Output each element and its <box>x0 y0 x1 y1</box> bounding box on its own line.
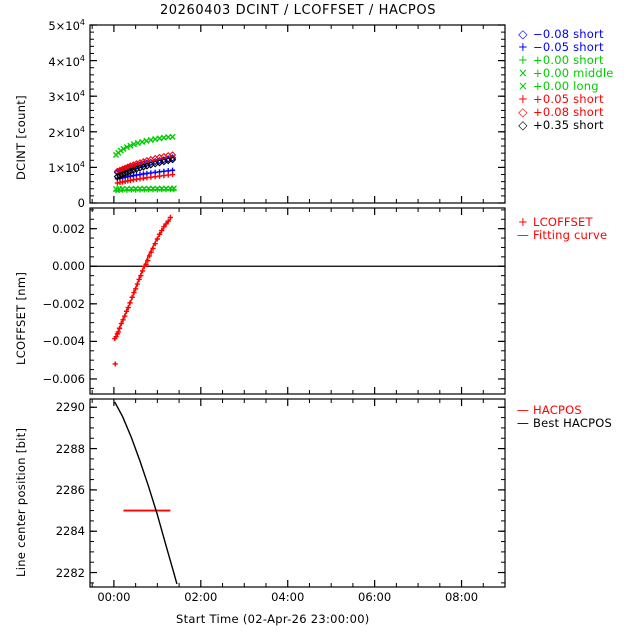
panel1-legend-item: × +0.00 long <box>516 80 614 93</box>
panel2-legend: + LCOFFSET — Fitting curve <box>516 216 607 242</box>
y-tick-label: 2282 <box>55 565 85 580</box>
y-tick-label: −0.006 <box>42 371 85 386</box>
legend-label: Fitting curve <box>533 228 608 242</box>
legend-label: +0.00 short <box>533 53 604 67</box>
x-tick-label: 06:00 <box>358 590 392 604</box>
x-tick-label: 02:00 <box>184 590 218 604</box>
y-tick-label: −0.004 <box>42 334 85 349</box>
legend-marker-icon: + <box>517 40 529 54</box>
panel3-data-layer <box>114 401 178 585</box>
y-tick-label: 0.002 <box>52 221 85 236</box>
y-tick-label: 2288 <box>55 441 85 456</box>
panel1-legend-item: + +0.05 short <box>516 93 614 106</box>
legend-label: +0.35 short <box>533 118 604 132</box>
legend-label: HACPOS <box>533 403 582 417</box>
panel3-legend-item: — Best HACPOS <box>516 417 612 430</box>
legend-marker-icon: + <box>517 215 529 229</box>
legend-label: −0.05 short <box>533 40 604 54</box>
y-tick-label: 2284 <box>55 524 85 539</box>
x-tick-label: 00:00 <box>97 590 131 604</box>
legend-label: Best HACPOS <box>533 416 612 430</box>
legend-marker-icon: ◇ <box>518 118 528 132</box>
legend-marker-icon: ◇ <box>518 27 528 41</box>
legend-marker-icon: × <box>517 66 529 80</box>
legend-marker-icon: × <box>517 79 529 93</box>
panel3-legend: — HACPOS — Best HACPOS <box>516 404 612 430</box>
panel1-legend-item: + −0.05 short <box>516 41 614 54</box>
y-tick-label: 5×104 <box>48 18 85 33</box>
y-tick-label: 0.000 <box>52 259 85 274</box>
legend-marker-icon: ◇ <box>518 105 528 119</box>
y-tick-label: 3×104 <box>48 89 85 105</box>
panel1-legend-item: × +0.00 middle <box>516 67 614 80</box>
panel1-legend-item: + +0.00 short <box>516 54 614 67</box>
panel2-legend-item: — Fitting curve <box>516 229 607 242</box>
y-tick-label: 1×104 <box>48 160 85 176</box>
x-tick-label: 08:00 <box>444 590 479 604</box>
panel1-legend-item: ◇ −0.08 short <box>516 28 614 41</box>
legend-marker-icon: + <box>517 53 529 67</box>
legend-label: +0.00 middle <box>533 66 614 80</box>
panel3-legend-item: — HACPOS <box>516 404 612 417</box>
panel2-legend-item: + LCOFFSET <box>516 216 607 229</box>
panel1-legend: ◇ −0.08 short + −0.05 short + +0.00 short × +0.… <box>516 28 614 132</box>
legend-label: −0.08 short <box>533 27 604 41</box>
y-tick-label: −0.002 <box>42 296 85 311</box>
panel1-legend-item: ◇ +0.08 short <box>516 106 614 119</box>
page-title: 20260403 DCINT / LCOFFSET / HACPOS <box>159 3 437 18</box>
y-tick-label: 4×104 <box>48 53 85 69</box>
y-tick-label: 0 <box>77 196 85 210</box>
panel1-legend-item: ◇ +0.35 short <box>516 119 614 132</box>
y-tick-label: 2×104 <box>48 124 85 140</box>
legend-marker-icon: — <box>516 403 530 417</box>
legend-label: +0.08 short <box>533 105 604 119</box>
y-tick-label: 2290 <box>55 400 85 415</box>
legend-label: +0.05 short <box>533 92 604 106</box>
y-tick-label: 2286 <box>55 482 85 497</box>
panel1-data-layer <box>112 133 177 194</box>
legend-label: LCOFFSET <box>533 215 593 229</box>
legend-marker-icon: + <box>517 92 529 106</box>
x-axis-label: Start Time (02-Apr-26 23:00:00) <box>176 612 370 626</box>
x-tick-label: 04:00 <box>271 590 305 604</box>
legend-marker-icon: — <box>516 416 530 430</box>
legend-label: +0.00 long <box>533 79 599 93</box>
legend-marker-icon: — <box>516 228 530 242</box>
panel2-data-layer <box>112 214 173 367</box>
